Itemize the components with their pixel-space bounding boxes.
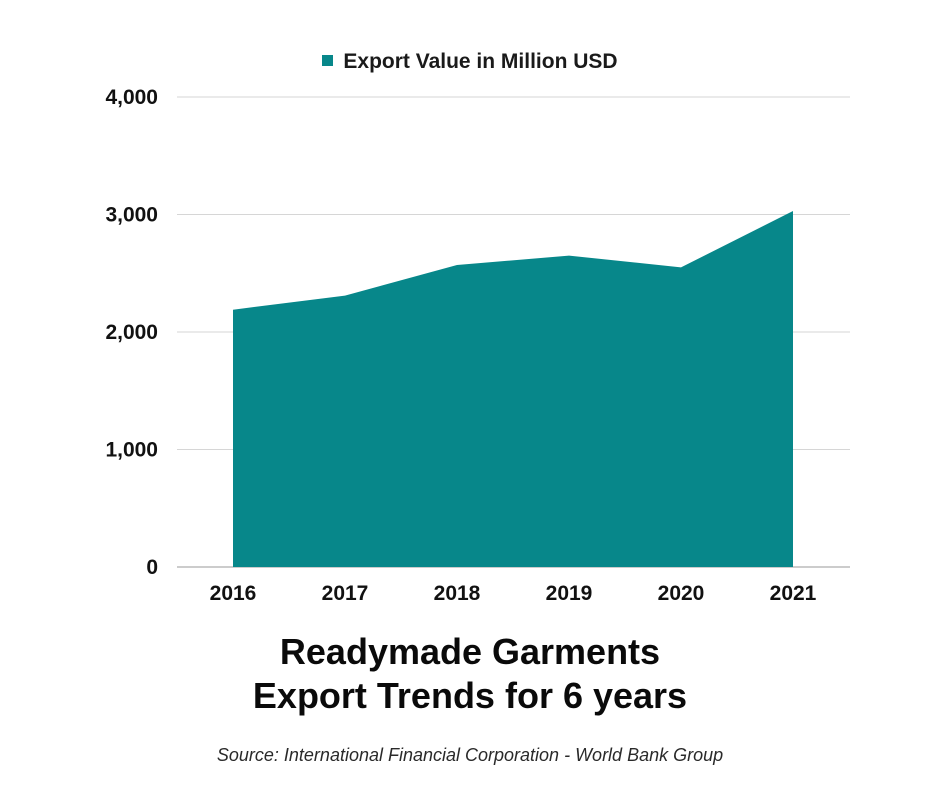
x-axis: 2016 2017 2018 2019 2020 2021: [210, 582, 817, 605]
y-tick-label: 1,000: [105, 439, 158, 462]
x-tick-label: 2016: [210, 582, 257, 605]
y-axis: 0 1,000 2,000 3,000 4,000: [105, 86, 158, 579]
y-tick-label: 2,000: [105, 321, 158, 344]
chart-title-line-1: Readymade Garments: [279, 631, 661, 672]
series-area: [233, 211, 793, 567]
chart-title-line-2: Export Trends for 6 years: [252, 675, 688, 716]
x-tick-label: 2020: [658, 582, 705, 605]
y-tick-label: 3,000: [105, 204, 158, 227]
source-note: Source: International Financial Corporat…: [216, 745, 724, 765]
legend-label: Export Value in Million USD: [343, 50, 618, 73]
x-tick-label: 2018: [434, 582, 481, 605]
area-layer: [233, 211, 793, 567]
x-tick-label: 2019: [546, 582, 593, 605]
legend-swatch: [322, 55, 334, 66]
chart-legend: Export Value in Million USD: [0, 50, 940, 74]
y-tick-label: 0: [146, 556, 158, 579]
x-tick-label: 2017: [322, 582, 369, 605]
y-tick-label: 4,000: [105, 86, 158, 109]
x-tick-label: 2021: [770, 582, 817, 605]
chart-title: Readymade Garments Export Trends for 6 y…: [0, 630, 940, 718]
